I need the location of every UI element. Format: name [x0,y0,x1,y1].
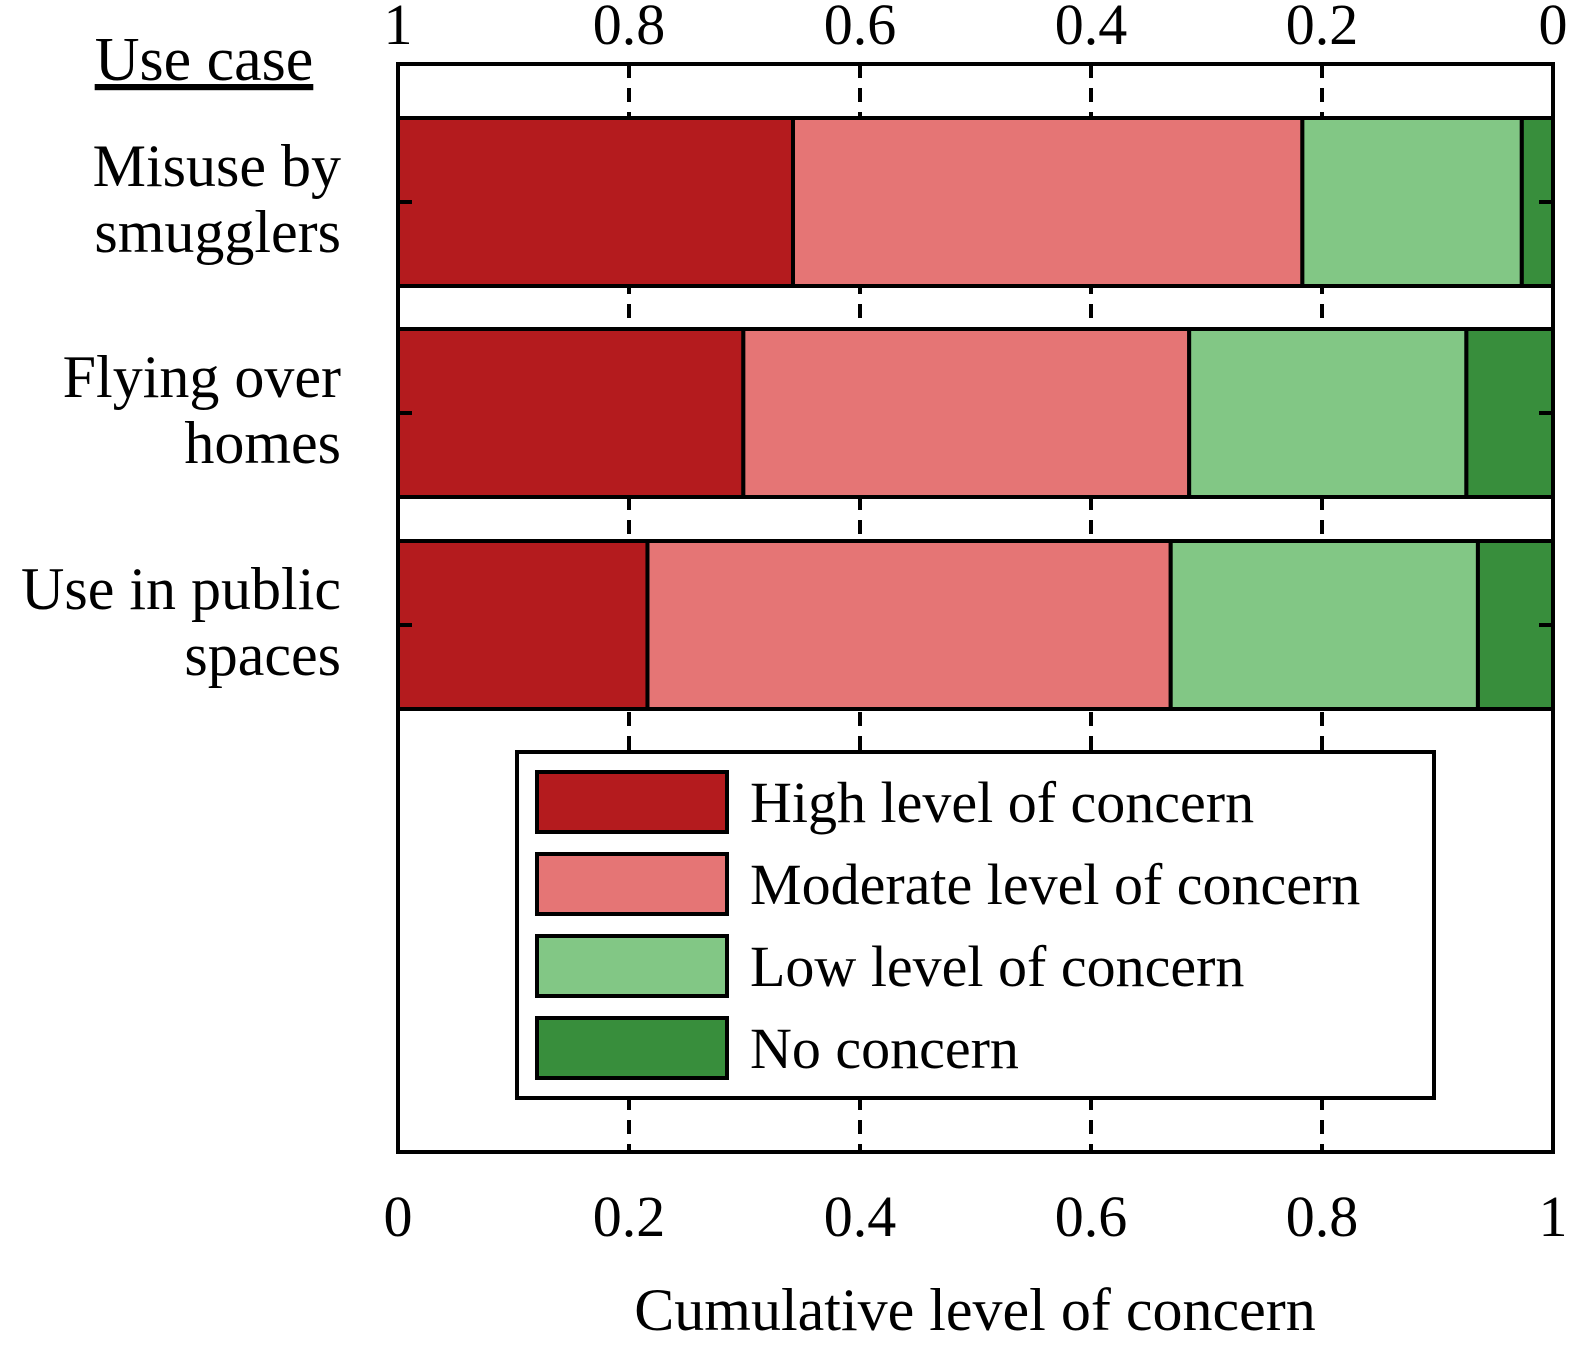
bar-segment [1168,539,1480,711]
bar-segment [1464,327,1555,499]
legend-label: Moderate level of concern [750,852,1360,917]
x-tick-label-bottom: 0 [384,1184,413,1249]
legend-label: Low level of concern [750,934,1244,999]
bar-segment [396,327,746,499]
legend-swatch [535,770,729,834]
x-tick-label-top: 0.6 [824,0,897,57]
category-label: homes [184,410,341,476]
x-tick-label-bottom: 0.2 [593,1184,666,1249]
bars [396,116,1556,711]
bar-segment [396,116,796,288]
category-label: spaces [184,622,341,688]
axis-ticks [398,200,1553,627]
x-tick-label-bottom: 1 [1539,1184,1568,1249]
plot-frame [396,62,1555,1154]
x-tick-label-top: 1 [384,0,413,57]
x-tick-label-bottom: 0.4 [824,1184,897,1249]
x-tick-label-top: 0 [1539,0,1568,57]
legend-swatch [535,1016,729,1080]
bar-segment [396,539,650,711]
x-axis-title: Cumulative level of concern [634,1277,1315,1343]
bar-segment [741,327,1192,499]
legend-swatch [535,852,729,916]
category-label: smugglers [94,199,341,265]
x-tick-label-bottom: 0.8 [1286,1184,1359,1249]
bar-segment [645,539,1173,711]
x-tick-label-bottom: 0.6 [1055,1184,1128,1249]
y-axis-title: Use case [95,26,314,94]
category-label: Misuse by [93,133,341,199]
axis-labels: Use case Cumulative level of concern Mis… [21,0,1567,1343]
legend-swatch [535,934,729,998]
x-tick-label-top: 0.4 [1055,0,1128,57]
category-label: Flying over [63,344,341,410]
category-label: Use in public [21,556,341,622]
bar-segment [1300,116,1524,288]
legend: High level of concern Moderate level of c… [515,750,1436,1100]
legend-label: No concern [750,1016,1019,1081]
bar-segment [1187,327,1469,499]
legend-label: High level of concern [750,770,1254,835]
x-tick-label-top: 0.8 [593,0,666,57]
x-tick-label-top: 0.2 [1286,0,1359,57]
bar-segment [791,116,1305,288]
